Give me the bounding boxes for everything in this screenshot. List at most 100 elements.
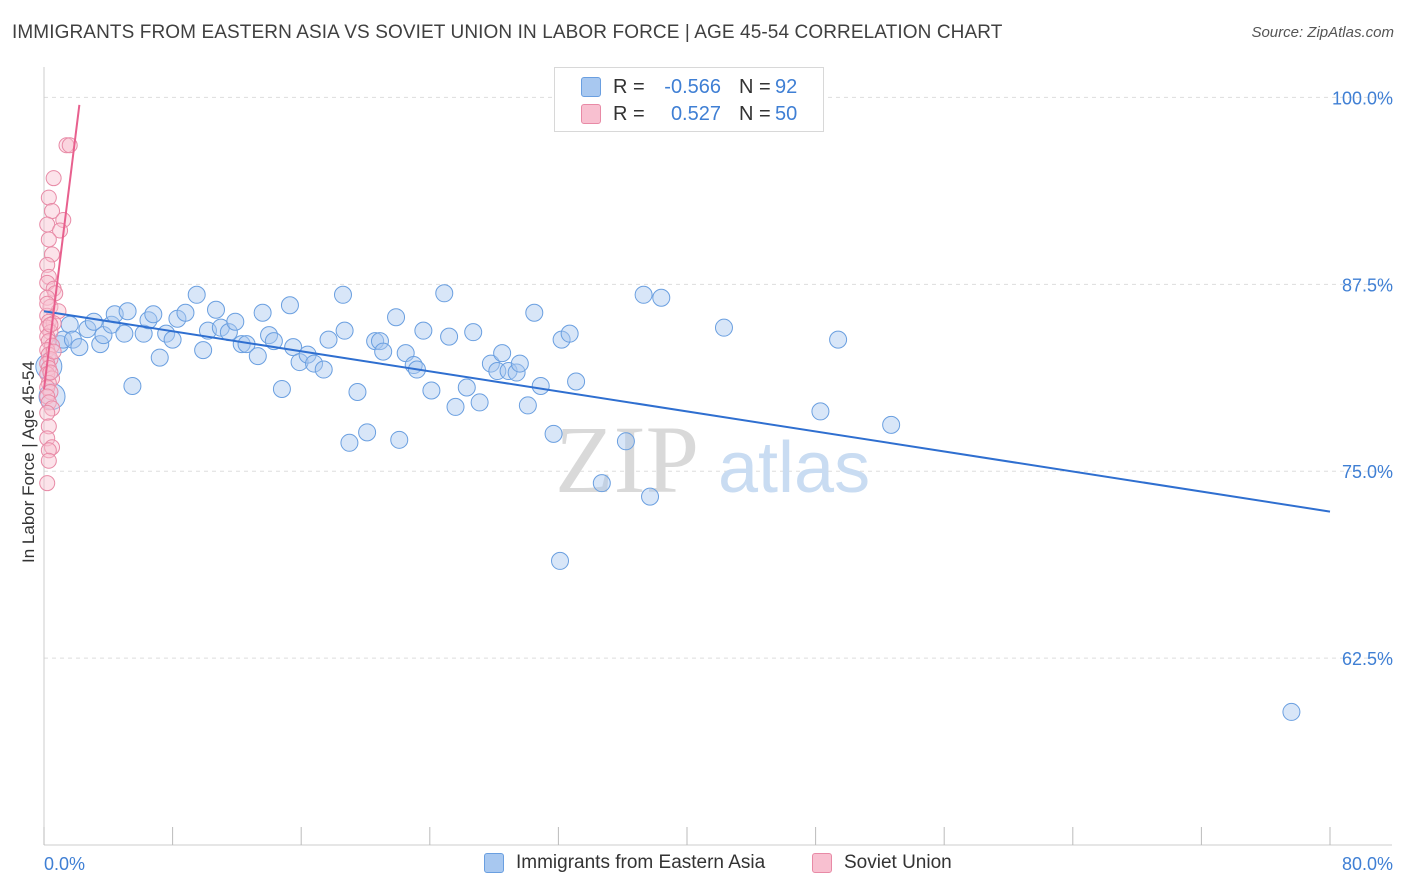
- point-eastern-asia: [358, 423, 377, 442]
- point-eastern-asia: [544, 424, 563, 443]
- point-eastern-asia: [176, 303, 195, 322]
- point-eastern-asia: [118, 302, 137, 321]
- point-eastern-asia: [440, 327, 459, 346]
- source-label: Source: ZipAtlas.com: [1251, 24, 1394, 41]
- point-eastern-asia: [314, 360, 333, 379]
- trend-line-soviet-union: [43, 104, 81, 390]
- point-eastern-asia: [123, 376, 142, 395]
- point-eastern-asia: [446, 397, 465, 416]
- point-eastern-asia: [1282, 702, 1301, 721]
- legend-label-eastern-asia: Immigrants from Eastern Asia: [516, 852, 766, 873]
- legend-n-value: 92: [775, 75, 798, 98]
- series-legend: Immigrants from Eastern Asia Soviet Unio…: [0, 852, 1406, 878]
- point-eastern-asia: [305, 354, 324, 373]
- point-eastern-asia: [280, 296, 299, 315]
- point-eastern-asia: [714, 318, 733, 337]
- point-eastern-asia: [60, 315, 79, 334]
- point-soviet-union: [44, 246, 61, 263]
- watermark-atlas: atlas: [718, 428, 870, 508]
- point-eastern-asia: [260, 326, 279, 345]
- point-eastern-asia: [370, 332, 389, 351]
- correlation-legend: R = -0.566 N = 92 R = 0.527 N = 50: [554, 67, 824, 132]
- watermark-zip: ZIP: [555, 406, 699, 513]
- point-eastern-asia: [253, 303, 272, 322]
- point-soviet-union: [39, 475, 56, 492]
- point-eastern-asia: [63, 330, 82, 349]
- chart-title: IMMIGRANTS FROM EASTERN ASIA VS SOVIET U…: [12, 22, 1003, 43]
- point-eastern-asia: [470, 393, 489, 412]
- point-eastern-asia: [333, 285, 352, 304]
- legend-r-label: R =: [613, 75, 645, 98]
- point-eastern-asia: [387, 308, 406, 327]
- point-eastern-asia: [70, 338, 89, 357]
- point-eastern-asia: [616, 432, 635, 451]
- point-eastern-asia: [226, 312, 245, 331]
- point-eastern-asia: [422, 381, 441, 400]
- point-soviet-union: [39, 295, 56, 312]
- legend-r-label: R =: [613, 102, 645, 125]
- point-eastern-asia: [457, 378, 476, 397]
- legend-label-soviet-union: Soviet Union: [844, 852, 952, 873]
- y-axis-label: In Labor Force | Age 45-54: [19, 361, 38, 563]
- point-eastern-asia: [194, 341, 213, 360]
- point-eastern-asia: [518, 396, 537, 415]
- point-soviet-union: [39, 404, 56, 421]
- point-eastern-asia: [531, 376, 550, 395]
- point-soviet-union: [40, 418, 57, 435]
- grid-lines: [44, 96, 1392, 659]
- point-soviet-union: [40, 268, 57, 285]
- point-eastern-asia: [374, 342, 393, 361]
- point-eastern-asia: [481, 354, 500, 373]
- point-soviet-union: [44, 400, 61, 417]
- point-eastern-asia: [319, 330, 338, 349]
- legend-row-eastern-asia: R = -0.566 N = 92: [581, 74, 815, 100]
- point-eastern-asia: [493, 344, 512, 363]
- legend-swatch-pink: [581, 104, 601, 124]
- point-eastern-asia: [811, 402, 830, 421]
- point-eastern-asia: [435, 284, 454, 303]
- point-eastern-asia: [829, 330, 848, 349]
- point-eastern-asia: [144, 305, 163, 324]
- point-eastern-asia: [163, 330, 182, 349]
- x-tick-label: 80.0%: [1342, 854, 1393, 874]
- point-eastern-asia: [248, 347, 267, 366]
- point-soviet-union: [39, 430, 56, 447]
- watermark: ZIP atlas: [555, 406, 870, 513]
- point-eastern-asia: [551, 551, 570, 570]
- tick-labels: 62.5% 75.0% 87.5% 100.0% 0.0% 80.0%: [44, 88, 1393, 874]
- legend-r-value: -0.566: [664, 75, 721, 98]
- point-eastern-asia: [134, 324, 153, 343]
- legend-n-value: 50: [775, 102, 798, 125]
- y-tick-label: 87.5%: [1342, 275, 1393, 295]
- y-tick-label: 62.5%: [1342, 649, 1393, 669]
- point-eastern-asia: [652, 288, 671, 307]
- x-tick-label: 0.0%: [44, 854, 85, 874]
- point-eastern-asia: [207, 300, 226, 319]
- point-eastern-asia: [272, 379, 291, 398]
- series-soviet-union-points: [39, 137, 78, 492]
- point-eastern-asia: [150, 348, 169, 367]
- point-eastern-asia: [634, 285, 653, 304]
- point-eastern-asia: [340, 433, 359, 452]
- legend-item-soviet-union[interactable]: Soviet Union: [812, 852, 952, 874]
- y-tick-label: 75.0%: [1342, 462, 1393, 482]
- point-eastern-asia: [335, 321, 354, 340]
- point-eastern-asia: [510, 354, 529, 373]
- point-eastern-asia: [414, 321, 433, 340]
- legend-r-value: 0.527: [670, 102, 721, 125]
- legend-row-soviet-union: R = 0.527 N = 50: [581, 101, 815, 127]
- legend-swatch-blue: [581, 77, 601, 97]
- point-soviet-union: [40, 452, 57, 469]
- point-eastern-asia: [464, 323, 483, 342]
- legend-item-eastern-asia[interactable]: Immigrants from Eastern Asia: [484, 852, 765, 874]
- point-eastern-asia: [560, 324, 579, 343]
- point-soviet-union: [40, 231, 57, 248]
- point-eastern-asia: [390, 430, 409, 449]
- point-eastern-asia: [115, 324, 134, 343]
- point-eastern-asia: [348, 382, 367, 401]
- point-soviet-union: [39, 256, 56, 273]
- legend-n-label: N =: [739, 75, 771, 98]
- series-eastern-asia-points: [35, 284, 1301, 721]
- point-eastern-asia: [187, 285, 206, 304]
